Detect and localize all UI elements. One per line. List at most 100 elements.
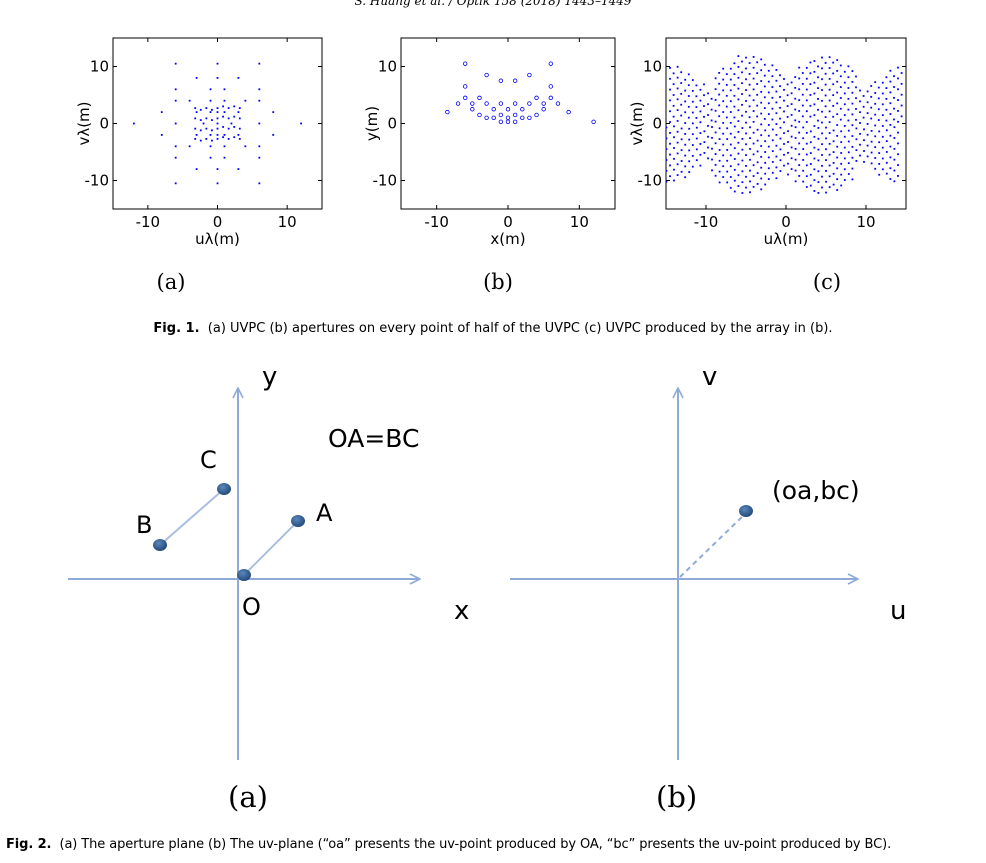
y-axis-label: vλ(m) bbox=[628, 101, 646, 145]
data-point bbox=[699, 153, 702, 156]
data-point bbox=[748, 105, 751, 108]
data-point bbox=[862, 105, 865, 108]
data-point bbox=[484, 72, 489, 78]
data-point bbox=[216, 134, 219, 136]
data-point bbox=[771, 128, 774, 131]
data-point bbox=[809, 184, 812, 187]
data-point bbox=[775, 69, 778, 71]
data-point bbox=[237, 111, 240, 113]
data-point bbox=[729, 67, 732, 70]
data-point bbox=[688, 171, 691, 173]
data-point bbox=[828, 164, 831, 167]
data-point bbox=[825, 159, 827, 161]
data-point bbox=[718, 115, 721, 118]
data-point bbox=[889, 145, 892, 148]
data-point bbox=[805, 164, 808, 167]
data-point bbox=[821, 143, 823, 146]
data-point bbox=[897, 66, 899, 69]
data-point bbox=[862, 95, 865, 97]
data-point bbox=[676, 109, 679, 112]
fig2-caption: Fig. 2. (a) The aperture plane (b) The u… bbox=[6, 837, 986, 852]
data-point bbox=[752, 99, 755, 102]
data-point bbox=[783, 132, 785, 135]
data-point bbox=[718, 149, 721, 151]
data-point bbox=[216, 111, 219, 113]
fig1-plot-c: -10 0 10 10 0 -10 uλ(m) vλ(m) bbox=[628, 37, 907, 248]
data-point bbox=[216, 127, 219, 130]
data-point bbox=[233, 136, 236, 139]
data-point bbox=[673, 125, 675, 128]
data-point bbox=[824, 83, 827, 86]
data-point bbox=[863, 139, 865, 142]
fig2-sub-label-a: (a) bbox=[228, 780, 268, 814]
x-axis-label: uλ(m) bbox=[195, 230, 240, 248]
data-point bbox=[824, 94, 827, 97]
data-point bbox=[211, 108, 213, 111]
data-point bbox=[703, 152, 706, 154]
data-point bbox=[817, 127, 820, 129]
data-point bbox=[828, 99, 831, 102]
data-point bbox=[676, 130, 679, 133]
data-point bbox=[729, 165, 732, 168]
data-point bbox=[893, 137, 896, 139]
data-point bbox=[711, 126, 713, 128]
data-point bbox=[520, 107, 525, 112]
data-point bbox=[691, 144, 694, 146]
data-point bbox=[534, 112, 539, 118]
data-point bbox=[874, 102, 877, 105]
fig2-diagram: y x OA=BC A B C O (a) v u (oa,bc) (b) bbox=[68, 362, 906, 814]
data-point bbox=[767, 124, 770, 126]
data-point bbox=[699, 99, 702, 102]
data-point bbox=[828, 153, 831, 156]
y-tick-label: -10 bbox=[638, 172, 663, 190]
data-point bbox=[676, 141, 679, 144]
data-point bbox=[832, 94, 835, 96]
data-point bbox=[548, 95, 553, 101]
data-point bbox=[877, 119, 880, 121]
data-point bbox=[775, 166, 778, 169]
data-point bbox=[725, 94, 728, 97]
data-point bbox=[760, 123, 763, 126]
data-point bbox=[673, 157, 675, 160]
data-point bbox=[802, 137, 805, 140]
data-point bbox=[760, 188, 763, 191]
data-point bbox=[870, 117, 873, 120]
data-point bbox=[726, 181, 729, 184]
data-point bbox=[787, 130, 789, 133]
data-point bbox=[725, 116, 728, 119]
equation-label: OA=BC bbox=[328, 424, 419, 453]
data-point bbox=[874, 81, 877, 84]
data-point bbox=[669, 164, 671, 167]
x-axis-label: uλ(m) bbox=[764, 230, 809, 248]
data-point bbox=[707, 92, 709, 95]
data-point bbox=[889, 102, 892, 105]
data-point bbox=[462, 61, 468, 66]
data-point bbox=[673, 147, 675, 149]
data-point bbox=[843, 70, 846, 73]
fig1-sub-label-a: (a) bbox=[156, 270, 186, 294]
data-point bbox=[824, 116, 827, 118]
data-point bbox=[805, 66, 808, 69]
data-point bbox=[775, 144, 778, 147]
data-point bbox=[300, 122, 302, 125]
data-point bbox=[859, 111, 861, 114]
data-point bbox=[889, 123, 892, 126]
data-point bbox=[790, 168, 793, 170]
data-point bbox=[851, 124, 854, 127]
data-point bbox=[763, 85, 766, 88]
data-point bbox=[195, 168, 198, 170]
data-point bbox=[843, 157, 846, 160]
data-point bbox=[786, 94, 789, 97]
data-point bbox=[779, 74, 781, 77]
data-point bbox=[794, 126, 797, 129]
data-point bbox=[258, 99, 261, 102]
data-point bbox=[733, 190, 736, 193]
data-point bbox=[775, 79, 778, 82]
data-point bbox=[548, 61, 553, 66]
data-point bbox=[813, 114, 816, 117]
data-point bbox=[866, 144, 869, 147]
data-point bbox=[828, 132, 831, 134]
data-point bbox=[828, 88, 831, 91]
data-point bbox=[851, 113, 854, 116]
point-label-a: A bbox=[316, 499, 333, 527]
